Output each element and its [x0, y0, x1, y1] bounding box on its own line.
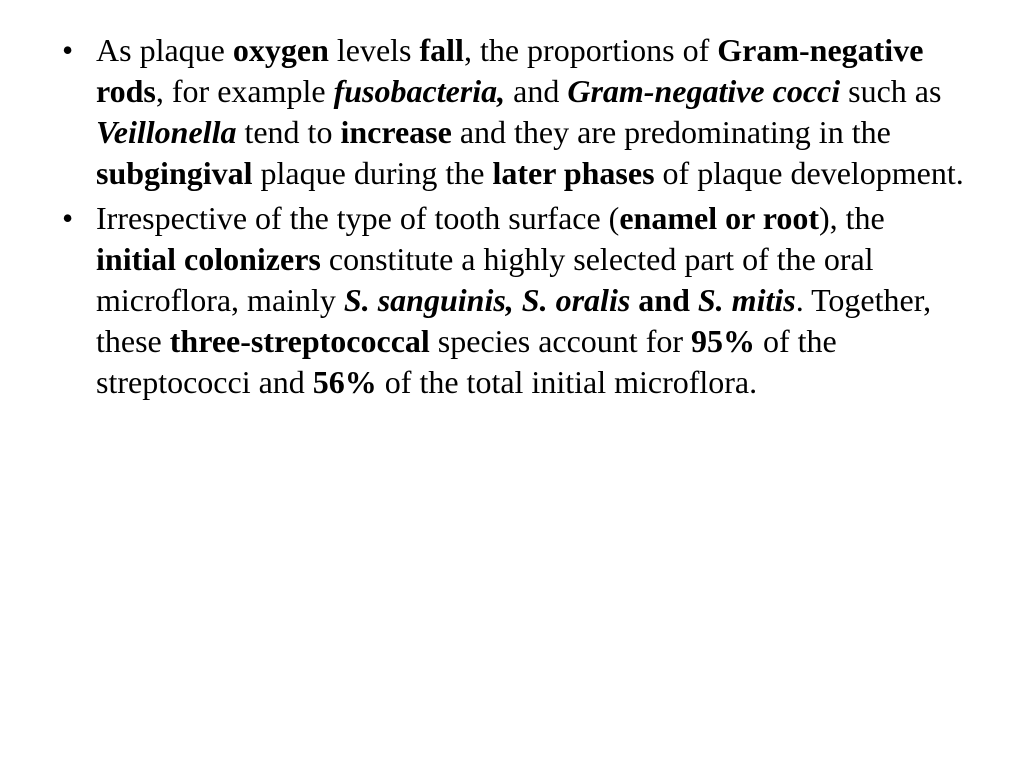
text-run: , the proportions of	[464, 32, 717, 68]
text-run: of plaque development.	[655, 155, 964, 191]
text-run: increase	[340, 114, 451, 150]
bullet-list: As plaque oxygen levels fall, the propor…	[54, 30, 970, 403]
text-run: three-streptococcal	[170, 323, 430, 359]
bullet-item: Irrespective of the type of tooth surfac…	[54, 198, 970, 403]
text-run: subgingival	[96, 155, 253, 191]
text-run: such as	[840, 73, 941, 109]
text-run: oxygen	[233, 32, 329, 68]
text-run: 56%	[313, 364, 377, 400]
text-run: later phases	[492, 155, 654, 191]
slide: As plaque oxygen levels fall, the propor…	[0, 0, 1024, 768]
text-run: enamel or root	[619, 200, 819, 236]
text-run: ), the	[819, 200, 885, 236]
text-run: and they are predominating in the	[452, 114, 891, 150]
text-run: fall	[420, 32, 464, 68]
text-run: As plaque	[96, 32, 233, 68]
text-run: S. mitis	[690, 282, 796, 318]
text-run: and	[638, 282, 690, 318]
bullet-item: As plaque oxygen levels fall, the propor…	[54, 30, 970, 194]
text-run: species account for	[430, 323, 691, 359]
text-run: Veillonella	[96, 114, 236, 150]
text-run: and	[505, 73, 567, 109]
text-run: fusobacteria,	[334, 73, 506, 109]
text-run: Gram-negative cocci	[567, 73, 840, 109]
text-run: tend to	[236, 114, 340, 150]
text-run: 95%	[691, 323, 755, 359]
text-run: , for example	[156, 73, 334, 109]
text-run: plaque during the	[253, 155, 493, 191]
text-run: of the total initial microflora.	[377, 364, 757, 400]
text-run: S. sanguinis, S. oralis	[344, 282, 638, 318]
text-run: levels	[329, 32, 420, 68]
text-run: Irrespective of the type of tooth surfac…	[96, 200, 619, 236]
text-run: initial colonizers	[96, 241, 321, 277]
